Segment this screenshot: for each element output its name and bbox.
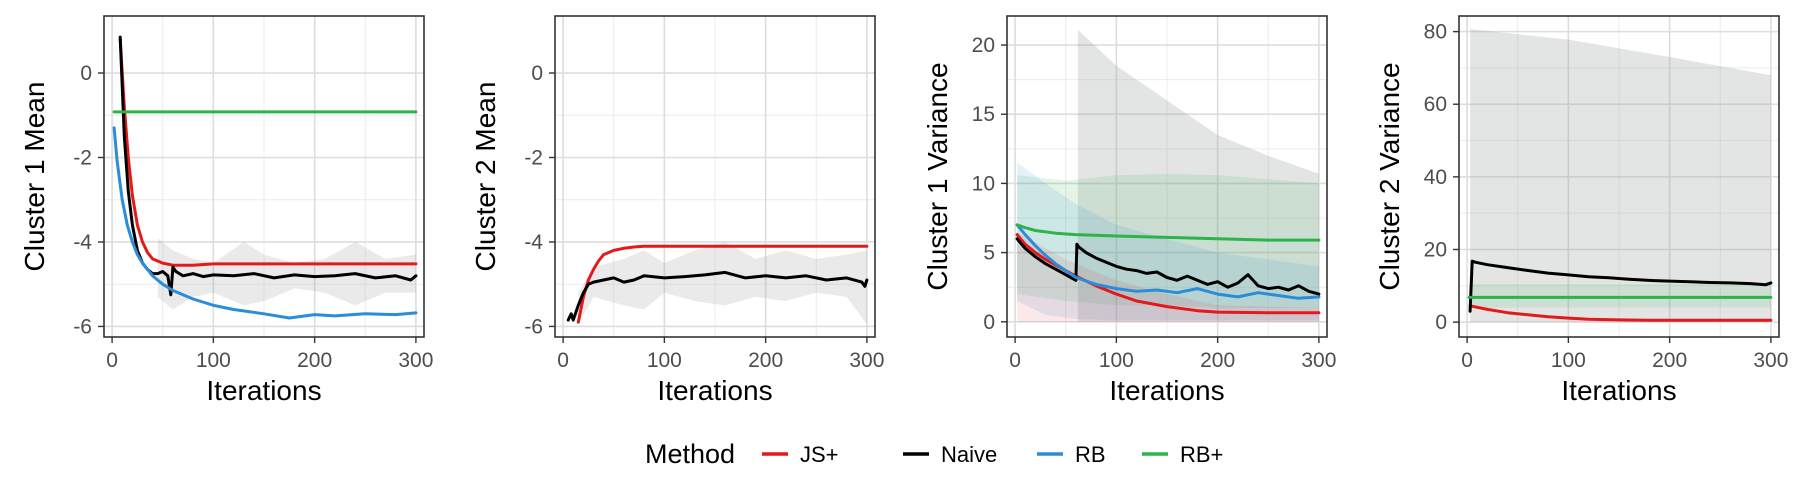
legend-item-js-: JS+ [762,442,839,467]
series-line-js- [1468,304,1773,322]
plot-frame [1006,15,1328,338]
series-line-naive [1468,259,1773,313]
uncertainty-band [1077,29,1319,322]
y-tick-label: -6 [73,315,92,338]
x-tick-label: 0 [106,349,118,372]
x-axis-title: Iterations [657,375,772,406]
y-tick-label: -4 [524,231,543,254]
x-axis-title: Iterations [1561,375,1676,406]
legend: Method JS+ Naive RB RB+ [645,439,1223,469]
x-tick-label: 300 [398,349,433,372]
grid [1459,16,1779,337]
legend-item-rb-: RB+ [1142,442,1223,467]
chart-panel-4: 0 100 200 300 0 20 40 60 80 Iterations Cluster 2 V… [1374,15,1788,406]
y-tick-label: 0 [1435,311,1447,334]
x-tick-label: 0 [1461,349,1473,372]
legend-label: Naive [941,442,997,467]
legend-label: JS+ [800,442,839,467]
series-line-naive [566,270,869,322]
legend-item-naive: Naive [903,442,997,467]
y-tick-label: 5 [983,242,995,265]
x-tick-label: 200 [748,349,783,372]
y-tick-label: 40 [1424,166,1447,189]
series-lines [112,35,418,320]
plot-frame [554,15,876,338]
y-tick-label: 10 [972,172,995,195]
uncertainty-bands [157,237,416,310]
uncertainty-bands [1469,29,1771,323]
grid [104,16,424,337]
y-tick-label: 0 [531,62,543,85]
x-tick-label: 200 [1200,349,1235,372]
series-lines [1467,259,1773,322]
series-lines [566,244,869,324]
x-tick-label: 300 [1753,349,1788,372]
y-axis-title: Cluster 2 Variance [1374,62,1405,290]
series-line-js- [576,244,869,324]
legend-title: Method [645,439,735,469]
y-tick-label: 0 [80,62,92,85]
legend-label: RB [1075,442,1106,467]
x-axis-title: Iterations [206,375,321,406]
x-tick-label: 100 [647,349,682,372]
series-lines [1015,223,1321,315]
legend-item-rb: RB [1037,442,1106,467]
y-axis-title: Cluster 1 Mean [19,82,50,272]
uncertainty-band [1469,283,1771,308]
uncertainty-band [1470,29,1771,323]
y-axis-title: Cluster 2 Mean [470,82,501,272]
legend-label: RB+ [1180,442,1223,467]
y-tick-label: 80 [1424,21,1447,44]
series-line-rb- [1015,223,1321,242]
uncertainty-band [578,241,867,325]
grid [555,16,875,337]
series-line-js- [118,37,418,267]
chart-panel-1: 0 100 200 300 0 -2 -4 -6 Iterations Cluster 1 Mea… [19,15,433,406]
uncertainty-bands [1017,29,1319,322]
uncertainty-band [1017,173,1319,308]
y-tick-label: -2 [524,146,543,169]
x-tick-label: 100 [1551,349,1586,372]
y-tick-label: 60 [1424,93,1447,116]
x-tick-label: 0 [1009,349,1021,372]
x-tick-label: 300 [849,349,884,372]
uncertainty-band [157,237,416,310]
y-tick-label: 20 [972,34,995,57]
chart-panel-3: 0 100 200 300 0 5 10 15 20 Iterations Cluster 1 Va… [922,15,1336,406]
series-line-rb [112,126,418,320]
y-tick-label: -6 [524,315,543,338]
y-tick-label: -4 [73,231,92,254]
y-tick-label: 15 [972,103,995,126]
x-tick-label: 300 [1301,349,1336,372]
series-line-naive [1015,237,1321,296]
x-tick-label: 0 [557,349,569,372]
x-tick-label: 200 [1652,349,1687,372]
series-line-rb [1015,223,1321,300]
y-tick-label: 20 [1424,238,1447,261]
y-tick-label: -2 [73,146,92,169]
chart-panel-2: 0 100 200 300 0 -2 -4 -6 Iterations Cluster 2 Mea… [470,15,884,406]
uncertainty-band [1017,162,1319,321]
plot-frame [103,15,425,338]
uncertainty-band [1017,231,1319,322]
y-tick-label: 0 [983,311,995,334]
uncertainty-bands [578,241,867,325]
x-tick-label: 100 [196,349,231,372]
y-axis-title: Cluster 1 Variance [922,62,953,290]
x-tick-label: 200 [297,349,332,372]
x-tick-label: 100 [1099,349,1134,372]
x-axis-title: Iterations [1109,375,1224,406]
